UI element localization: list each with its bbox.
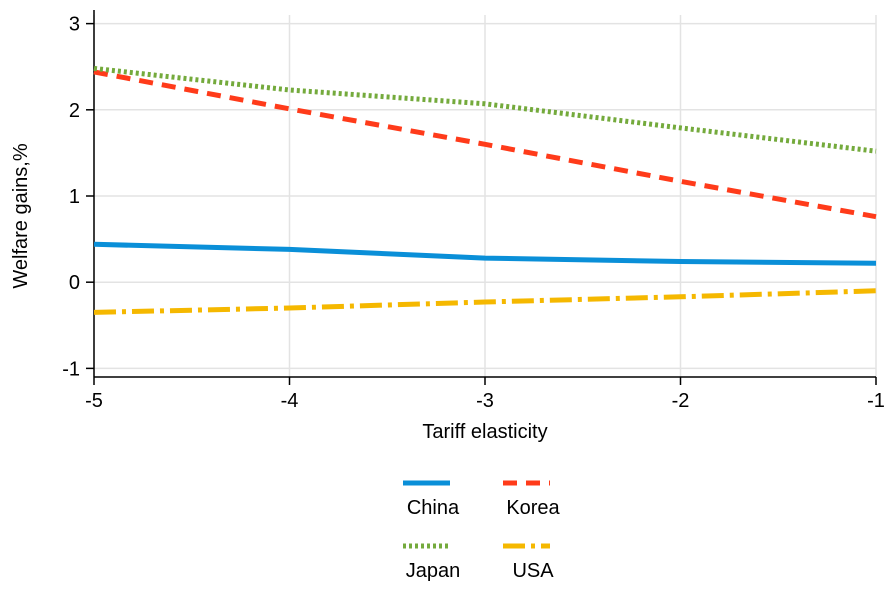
x-tick-label: -4 bbox=[281, 390, 299, 412]
series-line-china bbox=[93, 241, 877, 266]
series-line-japan bbox=[93, 65, 877, 154]
series-line-korea bbox=[93, 69, 877, 220]
legend-label-china: China bbox=[407, 497, 460, 519]
legend: China Korea Japan USA bbox=[403, 480, 561, 582]
series-line-usa bbox=[93, 288, 877, 315]
grid bbox=[93, 15, 877, 377]
series-lines bbox=[93, 65, 877, 315]
y-tick-label: 1 bbox=[69, 186, 80, 208]
axes: -5 -4 -3 -2 -1 -1 0 1 2 3 bbox=[62, 10, 885, 412]
legend-label-japan: Japan bbox=[406, 560, 461, 582]
y-axis-title: Welfare gains,% bbox=[10, 143, 32, 288]
x-tick-label: -5 bbox=[85, 390, 103, 412]
y-tick-label: -1 bbox=[62, 358, 80, 380]
legend-label-korea: Korea bbox=[506, 497, 560, 519]
x-axis-title: Tariff elasticity bbox=[422, 421, 547, 443]
y-tick-label: 3 bbox=[69, 14, 80, 36]
x-tick-label: -1 bbox=[867, 390, 885, 412]
x-tick-label: -3 bbox=[476, 390, 494, 412]
y-tick-label: 2 bbox=[69, 100, 80, 122]
x-tick-label: -2 bbox=[672, 390, 690, 412]
legend-label-usa: USA bbox=[512, 560, 554, 582]
y-tick-label: 0 bbox=[69, 272, 80, 294]
